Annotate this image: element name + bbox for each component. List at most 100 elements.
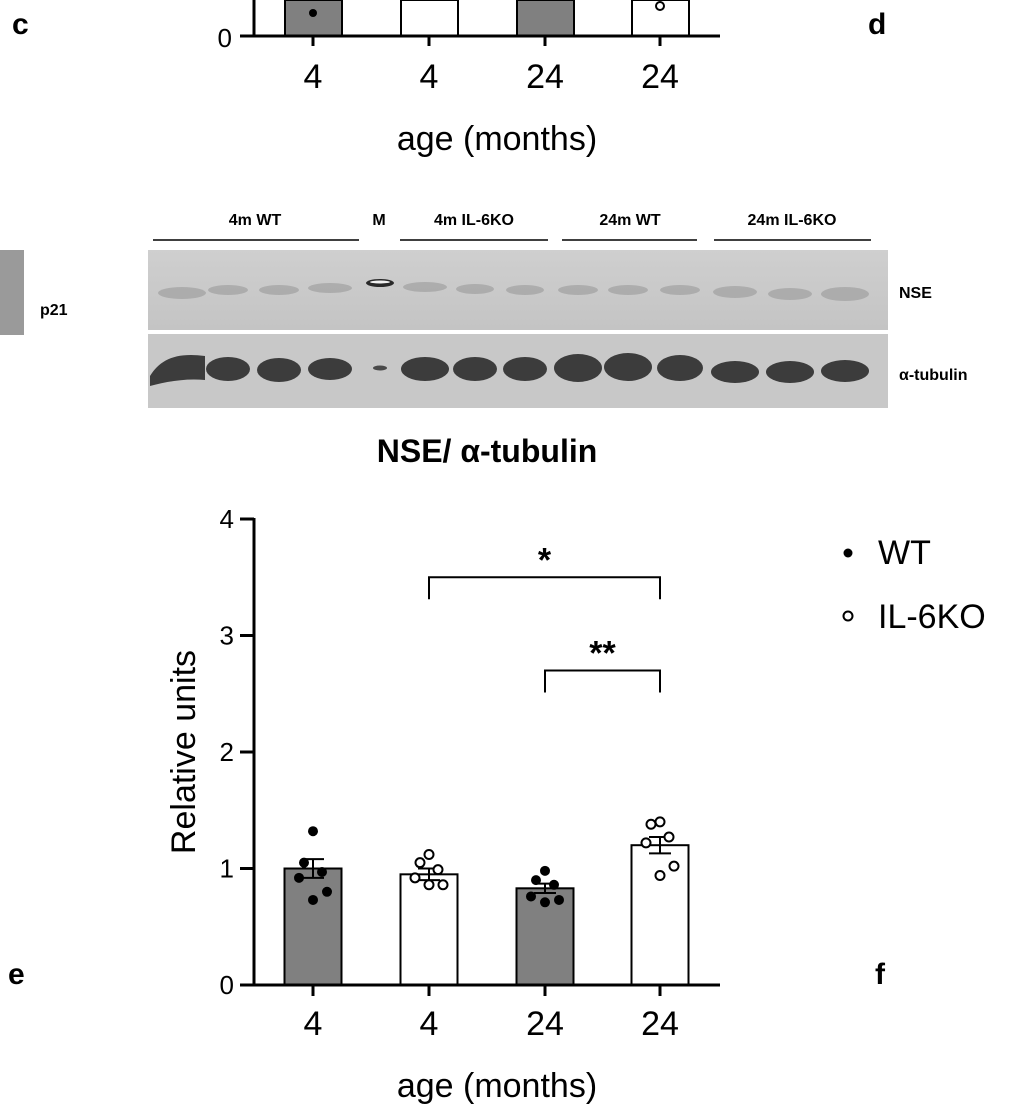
top-x-axis-label: age (months) [397, 120, 597, 158]
blot-group-24m-ko: 24m IL-6KO [748, 212, 837, 229]
top-chart: 0 4 4 24 24 age (months) [218, 0, 720, 158]
panel-letter-d: d [868, 8, 887, 41]
tubulin-band-8 [554, 354, 602, 382]
tubulin-bands [150, 353, 869, 386]
nse-band-13 [821, 287, 869, 301]
top-bar-1 [284, 0, 343, 37]
data-point-2-6 [423, 879, 435, 891]
bar-4 [630, 844, 690, 987]
tubulin-band-5 [401, 357, 449, 381]
legend-wt-marker [843, 548, 853, 558]
data-point-3-4 [526, 891, 536, 902]
marker-band [366, 279, 394, 287]
data-point-2-5 [437, 879, 449, 891]
blot-group-4m-wt: 4m WT [229, 212, 282, 229]
nse-band-2 [208, 285, 248, 295]
data-point-3-5 [554, 894, 564, 905]
significance-label-1: * [538, 541, 552, 579]
data-point-2-1 [423, 849, 435, 861]
western-blot: 4m WT M 4m IL-6KO 24m WT 24m IL-6KO p21 [0, 212, 967, 408]
top-xtick-label-4: 24 [641, 58, 679, 96]
x-tick-label-4: 24 [641, 1005, 679, 1043]
data-point-4-1 [654, 816, 666, 828]
data-point-2-4 [409, 872, 421, 884]
tubulin-band-9 [604, 353, 652, 381]
x-tick-label-1: 4 [304, 1005, 323, 1043]
y-axis-label: Relative units [165, 650, 203, 854]
tubulin-band-10 [657, 355, 703, 381]
x-axis-label: age (months) [397, 1067, 597, 1105]
data-point-4-4 [640, 837, 652, 849]
top-y-zero-label: 0 [218, 23, 232, 53]
data-point-1-3 [317, 866, 327, 877]
data-point-2-2 [414, 857, 426, 869]
bar-2 [399, 873, 459, 987]
data-point-3-3 [549, 879, 559, 890]
data-point-1-2 [299, 857, 309, 868]
nse-band-7 [506, 285, 544, 295]
y-tick-label-4: 4 [220, 504, 234, 534]
blot-group-24m-wt: 24m WT [599, 212, 661, 229]
panel-letter-c: c [12, 8, 29, 41]
x-tick-label-3: 24 [526, 1005, 564, 1043]
data-point-2-3 [432, 864, 444, 876]
y-tick-label-1: 1 [220, 854, 234, 884]
significance-bracket-1 [428, 576, 661, 600]
nse-band-4 [308, 283, 352, 293]
nse-band-12 [768, 288, 812, 300]
tubulin-band-11 [711, 361, 759, 383]
top-xtick-label-1: 4 [304, 58, 323, 96]
x-tick-label-2: 4 [420, 1005, 439, 1043]
top-bar-3 [516, 0, 575, 37]
nse-band-5 [403, 282, 447, 292]
nse-row-label: NSE [899, 285, 932, 302]
data-point-3-2 [531, 875, 541, 886]
top-xtick-label-2: 4 [420, 58, 439, 96]
data-point-1-4 [294, 872, 304, 883]
chart-title: NSE/ α-tubulin [377, 433, 598, 469]
data-point-4-2 [645, 818, 657, 830]
panel-letter-e: e [8, 958, 25, 991]
nse-band-10 [660, 285, 700, 295]
nse-band-1 [158, 287, 206, 299]
data-point-4-6 [654, 869, 666, 881]
tubulin-band-4 [308, 358, 352, 380]
legend-wt-label: WT [878, 534, 931, 572]
top-bar-2 [400, 0, 459, 37]
top-xtick-label-3: 24 [526, 58, 564, 96]
legend-ko-marker [842, 610, 854, 622]
top-point-1 [309, 9, 317, 17]
tubulin-band-3 [257, 358, 301, 382]
blot-group-marker: M [372, 212, 385, 229]
bar-1 [283, 867, 343, 986]
y-tick-label-0: 0 [220, 970, 234, 1000]
data-point-3-1 [540, 865, 550, 876]
data-point-1-5 [322, 886, 332, 897]
p21-label: p21 [40, 302, 68, 319]
legend-ko-label: IL-6KO [878, 598, 986, 636]
blot-group-4m-ko: 4m IL-6KO [434, 212, 514, 229]
data-point-3-6 [540, 897, 550, 908]
p21-blot-fragment [0, 250, 24, 335]
nse-band-9 [608, 285, 648, 295]
tubulin-band-6 [453, 357, 497, 381]
tubulin-band-13 [821, 360, 869, 382]
tubulin-row-label: α-tubulin [899, 367, 967, 384]
y-tick-label-2: 2 [220, 737, 234, 767]
tubulin-band-1 [150, 354, 205, 386]
nse-band-6 [456, 284, 494, 294]
legend: WT IL-6KO [842, 534, 986, 636]
data-point-4-3 [663, 831, 675, 843]
tubulin-band-12 [766, 361, 814, 383]
y-tick-label-3: 3 [220, 621, 234, 651]
data-point-4-5 [668, 860, 680, 872]
nse-band-8 [558, 285, 598, 295]
significance-label-2: ** [589, 634, 616, 672]
nse-bands [158, 282, 869, 301]
nse-band-11 [713, 286, 757, 298]
tubulin-band-2 [206, 357, 250, 381]
top-point-4 [655, 1, 665, 11]
data-point-1-6 [308, 894, 318, 905]
